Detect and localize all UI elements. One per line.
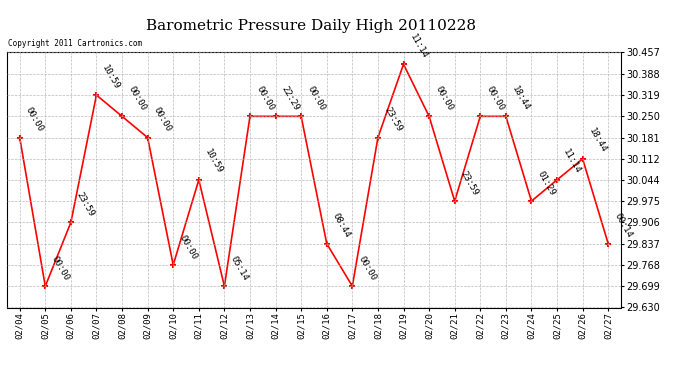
Text: 00:00: 00:00: [126, 84, 148, 112]
Text: 00:00: 00:00: [484, 84, 506, 112]
Text: 00:00: 00:00: [254, 84, 275, 112]
Text: 11:14: 11:14: [408, 32, 429, 60]
Text: 00:00: 00:00: [50, 254, 70, 282]
Text: 05:14: 05:14: [228, 254, 250, 282]
Text: 18:44: 18:44: [510, 84, 531, 112]
Text: 10:59: 10:59: [203, 148, 224, 176]
Text: 00:14: 00:14: [612, 212, 633, 240]
Text: 08:44: 08:44: [331, 212, 352, 240]
Text: 00:00: 00:00: [177, 233, 199, 261]
Text: 18:44: 18:44: [586, 127, 608, 155]
Text: 00:00: 00:00: [433, 84, 455, 112]
Text: 23:59: 23:59: [459, 169, 480, 197]
Text: 00:00: 00:00: [357, 254, 377, 282]
Text: 00:00: 00:00: [24, 106, 45, 134]
Text: 23:59: 23:59: [382, 106, 404, 134]
Text: 23:59: 23:59: [75, 190, 97, 218]
Text: Barometric Pressure Daily High 20110228: Barometric Pressure Daily High 20110228: [146, 19, 475, 33]
Text: 22:29: 22:29: [279, 84, 301, 112]
Text: 00:00: 00:00: [152, 106, 173, 134]
Text: Copyright 2011 Cartronics.com: Copyright 2011 Cartronics.com: [8, 39, 142, 48]
Text: 01:29: 01:29: [535, 169, 557, 197]
Text: 10:59: 10:59: [101, 63, 122, 91]
Text: 11:14: 11:14: [561, 148, 582, 176]
Text: 00:00: 00:00: [305, 84, 326, 112]
